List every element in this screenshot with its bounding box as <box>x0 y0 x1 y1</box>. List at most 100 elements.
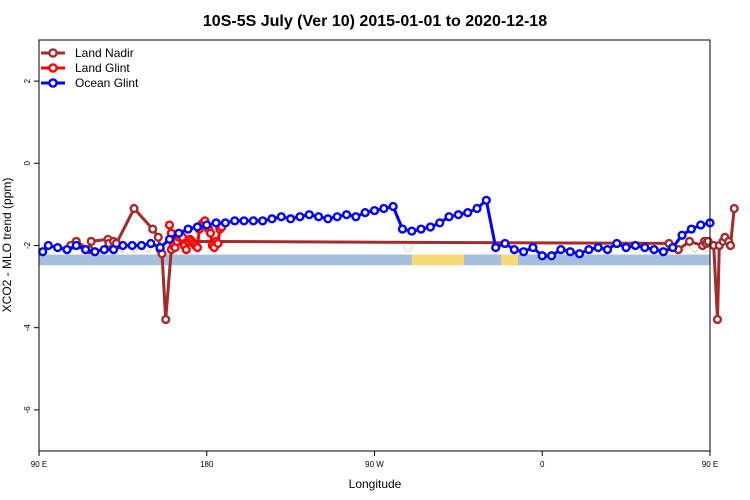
data-point <box>491 242 501 253</box>
data-point <box>62 245 72 255</box>
data-point <box>164 234 175 244</box>
data-point <box>181 245 191 255</box>
data-point <box>565 247 575 257</box>
data-point <box>341 210 352 220</box>
data-point <box>537 251 547 261</box>
data-point <box>71 240 81 251</box>
data-point <box>323 214 333 224</box>
data-point <box>388 201 398 212</box>
data-point <box>86 236 96 246</box>
data-point <box>712 314 723 325</box>
y-tick-label: -6 <box>23 406 32 414</box>
data-point <box>658 247 669 257</box>
data-point <box>161 314 171 325</box>
data-point <box>53 242 63 253</box>
data-point <box>267 214 277 224</box>
data-point <box>684 236 695 246</box>
data-point <box>407 226 417 236</box>
data-point <box>528 242 538 253</box>
legend-label: Land Nadir <box>75 46 134 60</box>
data-point <box>108 245 119 255</box>
data-point <box>435 218 445 228</box>
data-point <box>313 212 324 222</box>
data-point <box>205 228 216 238</box>
data-point <box>729 203 739 214</box>
data-point <box>248 216 258 226</box>
data-point <box>286 214 296 224</box>
data-point <box>416 224 426 234</box>
data-point <box>239 216 249 226</box>
legend-item: Ocean Glint <box>41 76 139 90</box>
land-band <box>501 254 519 266</box>
data-point <box>183 224 193 234</box>
data-point <box>546 251 557 261</box>
y-tick-label: 0 <box>23 161 32 166</box>
data-point <box>621 242 631 253</box>
x-tick-label: 0 <box>540 460 545 469</box>
y-axis-label: XCO2 - MLO trend (ppm) <box>0 178 14 313</box>
data-point <box>155 242 165 253</box>
data-point <box>425 222 436 232</box>
data-point <box>584 245 594 255</box>
data-point <box>129 203 139 214</box>
data-point <box>472 203 482 214</box>
series-layer <box>38 195 739 325</box>
data-point <box>174 228 184 238</box>
data-point <box>640 242 650 253</box>
data-point <box>276 212 286 222</box>
data-point <box>202 220 212 230</box>
data-point <box>602 245 613 255</box>
data-point <box>136 240 147 251</box>
x-tick-label: 90 W <box>365 460 384 469</box>
data-point <box>630 240 641 251</box>
y-tick-label: 2 <box>23 78 32 83</box>
legend-swatch-marker <box>48 63 58 73</box>
data-point <box>453 210 463 220</box>
data-point <box>258 216 268 226</box>
data-point <box>148 224 158 234</box>
x-tick-label: 180 <box>200 460 214 469</box>
data-point <box>444 212 454 222</box>
legend-swatch-marker <box>48 78 58 88</box>
data-point <box>649 245 659 255</box>
data-point <box>118 240 128 251</box>
data-point <box>379 203 389 214</box>
legend-item: Land Glint <box>41 61 130 75</box>
data-point <box>360 208 370 218</box>
data-point <box>481 195 491 205</box>
data-point <box>99 245 109 255</box>
data-point <box>677 230 687 240</box>
y-tick-label: -4 <box>23 324 32 332</box>
legend-label: Ocean Glint <box>75 76 139 90</box>
data-point <box>220 218 230 228</box>
ocean-band <box>39 254 710 266</box>
data-point <box>725 240 736 251</box>
y-tick-label: -2 <box>23 241 32 249</box>
data-point <box>593 242 603 253</box>
data-point <box>304 210 314 220</box>
y-axis: 2 0 -2 -4 -6 <box>23 78 39 413</box>
legend-label: Land Glint <box>75 61 130 75</box>
x-tick-label: 90 E <box>702 460 718 469</box>
data-point <box>668 242 678 253</box>
coastline <box>402 244 414 252</box>
land-band <box>411 254 464 266</box>
data-point <box>332 212 342 222</box>
data-point <box>574 249 585 259</box>
data-point <box>295 212 305 222</box>
data-point <box>90 247 100 257</box>
data-point <box>43 240 53 251</box>
data-point <box>519 247 529 257</box>
legend-item: Land Nadir <box>41 46 134 60</box>
series-land-glint <box>164 216 227 255</box>
data-point <box>38 247 48 257</box>
data-point <box>696 220 706 230</box>
data-point <box>192 222 203 232</box>
x-axis: 90 E 180 90 W 0 90 E <box>31 451 718 469</box>
data-point <box>500 238 510 249</box>
data-point <box>230 216 240 226</box>
x-axis-label: Longitude <box>349 477 402 491</box>
data-point <box>192 242 203 253</box>
